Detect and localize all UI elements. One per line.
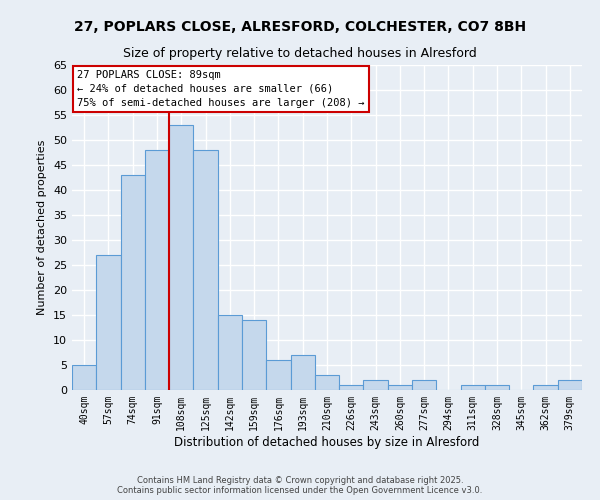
Bar	[96, 255, 121, 390]
X-axis label: Distribution of detached houses by size in Alresford: Distribution of detached houses by size …	[175, 436, 479, 448]
Bar	[72, 365, 96, 390]
Bar	[461, 385, 485, 390]
Text: Size of property relative to detached houses in Alresford: Size of property relative to detached ho…	[123, 48, 477, 60]
Bar	[315, 375, 339, 390]
Bar	[121, 175, 145, 390]
Bar	[242, 320, 266, 390]
Bar	[290, 355, 315, 390]
Bar	[218, 315, 242, 390]
Bar	[485, 385, 509, 390]
Bar	[364, 380, 388, 390]
Bar	[388, 385, 412, 390]
Y-axis label: Number of detached properties: Number of detached properties	[37, 140, 47, 315]
Text: 27 POPLARS CLOSE: 89sqm
← 24% of detached houses are smaller (66)
75% of semi-de: 27 POPLARS CLOSE: 89sqm ← 24% of detache…	[77, 70, 365, 108]
Text: 27, POPLARS CLOSE, ALRESFORD, COLCHESTER, CO7 8BH: 27, POPLARS CLOSE, ALRESFORD, COLCHESTER…	[74, 20, 526, 34]
Bar	[169, 125, 193, 390]
Bar	[558, 380, 582, 390]
Bar	[339, 385, 364, 390]
Text: Contains HM Land Registry data © Crown copyright and database right 2025.
Contai: Contains HM Land Registry data © Crown c…	[118, 476, 482, 495]
Bar	[533, 385, 558, 390]
Bar	[145, 150, 169, 390]
Bar	[412, 380, 436, 390]
Bar	[193, 150, 218, 390]
Bar	[266, 360, 290, 390]
